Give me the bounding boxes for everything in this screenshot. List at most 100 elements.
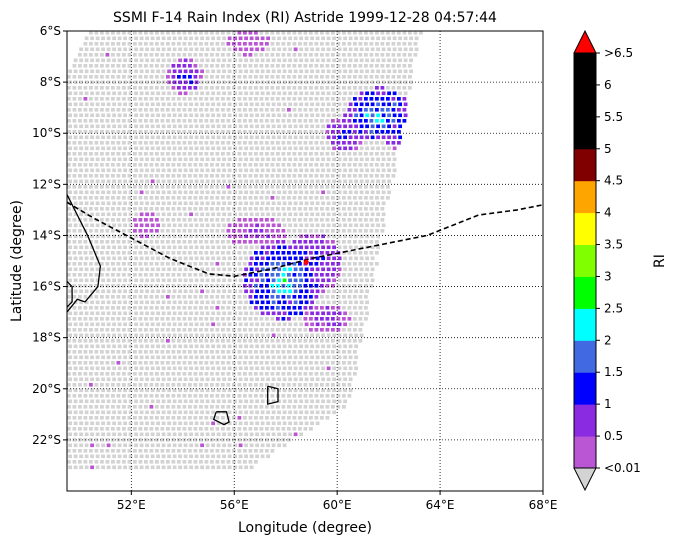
- swath-pixel: [199, 361, 203, 365]
- swath-pixel: [266, 245, 270, 250]
- swath-pixel: [398, 58, 402, 63]
- swath-pixel: [376, 179, 380, 184]
- swath-pixel: [254, 328, 258, 332]
- swath-pixel: [156, 201, 160, 206]
- swath-pixel: [310, 300, 314, 305]
- swath-pixel: [222, 454, 226, 459]
- swath-pixel: [287, 306, 291, 310]
- swath-pixel: [321, 256, 325, 261]
- swath-pixel: [347, 317, 352, 321]
- swath-pixel: [72, 295, 77, 299]
- swath-pixel: [343, 168, 347, 173]
- swath-pixel: [161, 267, 166, 272]
- swath-pixel: [331, 218, 335, 222]
- swath-pixel: [359, 146, 364, 151]
- swath-pixel: [348, 113, 353, 118]
- swath-pixel: [204, 394, 209, 398]
- swath-pixel: [200, 135, 204, 140]
- swath-pixel: [149, 152, 154, 156]
- swath-pixel: [342, 361, 346, 365]
- swath-pixel: [325, 240, 330, 244]
- colorbar-bin: [574, 276, 596, 309]
- colorbar-bin: [574, 84, 596, 118]
- swath-pixel: [79, 410, 83, 415]
- swath-pixel: [105, 218, 110, 222]
- swath-pixel: [265, 53, 269, 57]
- swath-pixel: [117, 289, 122, 294]
- swath-pixel: [387, 58, 391, 63]
- swath-pixel: [139, 388, 144, 393]
- swath-pixel: [292, 405, 297, 409]
- swath-pixel: [215, 130, 220, 134]
- swath-pixel: [359, 311, 364, 316]
- swath-pixel: [347, 185, 352, 189]
- swath-pixel: [342, 350, 346, 354]
- swath-pixel: [387, 179, 391, 184]
- swath-pixel: [364, 306, 368, 310]
- swath-pixel: [139, 124, 144, 129]
- swath-pixel: [227, 234, 232, 239]
- swath-pixel: [266, 58, 270, 63]
- swath-pixel: [89, 438, 93, 442]
- swath-pixel: [105, 427, 110, 431]
- swath-pixel: [116, 207, 121, 211]
- swath-pixel: [381, 157, 386, 162]
- swath-pixel: [222, 234, 226, 239]
- swath-pixel: [299, 168, 303, 173]
- swath-pixel: [178, 333, 182, 338]
- swath-pixel: [221, 108, 225, 112]
- swath-pixel: [336, 372, 341, 376]
- swath-pixel: [68, 69, 72, 74]
- swath-pixel: [172, 432, 177, 437]
- swath-pixel: [122, 306, 126, 310]
- swath-pixel: [270, 394, 275, 398]
- swath-pixel: [321, 377, 325, 382]
- swath-pixel: [337, 300, 342, 305]
- swath-pixel: [227, 69, 232, 74]
- swath-pixel: [347, 295, 352, 299]
- swath-pixel: [156, 234, 160, 239]
- swath-pixel: [189, 388, 193, 393]
- swath-pixel: [409, 69, 413, 74]
- swath-pixel: [249, 300, 254, 305]
- swath-pixel: [271, 58, 276, 63]
- swath-pixel: [292, 31, 297, 35]
- swath-pixel: [139, 410, 144, 415]
- swath-pixel: [204, 350, 209, 354]
- swath-pixel: [270, 174, 275, 178]
- swath-pixel: [348, 91, 353, 96]
- x-tick-label: 52°E: [117, 498, 146, 512]
- swath-pixel: [200, 300, 204, 305]
- swath-pixel: [167, 223, 171, 228]
- swath-pixel: [149, 405, 154, 409]
- swath-pixel: [160, 350, 165, 354]
- swath-pixel: [408, 31, 412, 35]
- swath-pixel: [193, 460, 198, 464]
- swath-pixel: [101, 355, 105, 360]
- swath-pixel: [127, 273, 132, 277]
- swath-pixel: [72, 284, 77, 288]
- swath-pixel: [237, 64, 242, 68]
- swath-pixel: [347, 251, 352, 255]
- swath-pixel: [326, 355, 331, 360]
- swath-pixel: [112, 443, 116, 448]
- swath-pixel: [210, 163, 214, 167]
- swath-pixel: [353, 317, 357, 321]
- swath-pixel: [216, 278, 221, 283]
- swath-pixel: [260, 322, 265, 327]
- swath-pixel: [293, 289, 298, 294]
- swath-pixel: [348, 69, 353, 74]
- swath-pixel: [188, 174, 192, 178]
- swath-pixel: [353, 119, 357, 123]
- swath-pixel: [249, 366, 254, 371]
- swath-pixel: [112, 245, 116, 250]
- swath-pixel: [237, 262, 242, 266]
- swath-pixel: [94, 449, 99, 453]
- colorbar-tick-label: 4: [604, 206, 612, 220]
- swath-pixel: [138, 130, 143, 134]
- swath-pixel: [293, 146, 298, 151]
- swath-pixel: [215, 306, 220, 310]
- swath-pixel: [387, 69, 391, 74]
- swath-pixel: [299, 311, 303, 316]
- swath-pixel: [189, 124, 193, 129]
